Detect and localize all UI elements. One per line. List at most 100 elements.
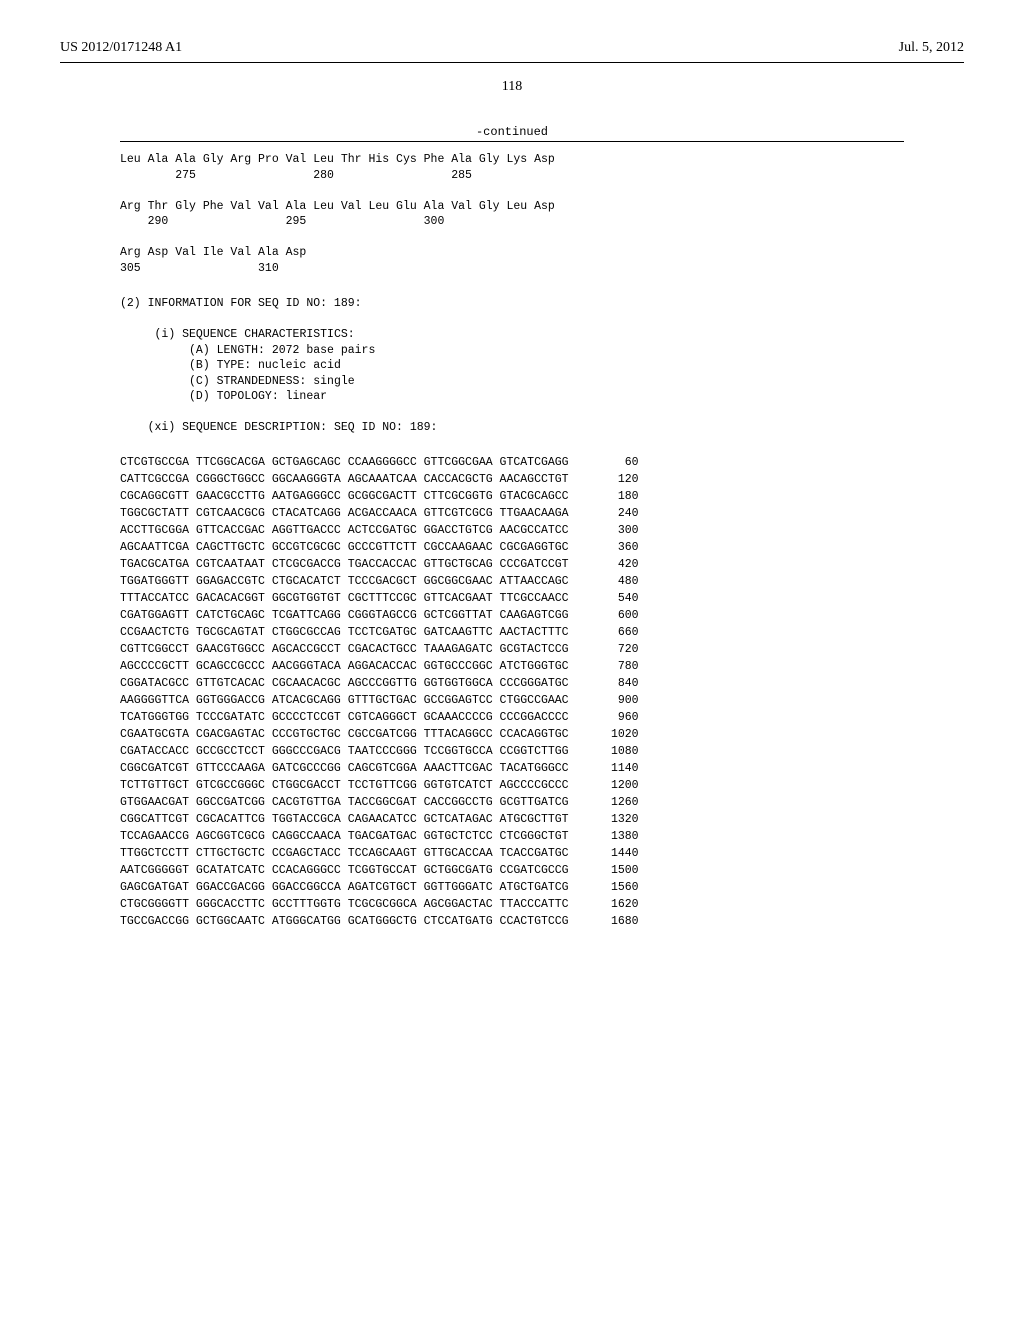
dna-groups: TTGGCTCCTT CTTGCTGCTC CCGAGCTACC TCCAGCA… xyxy=(120,845,599,862)
dna-row: CGTTCGGCCT GAACGTGGCC AGCACCGCCT CGACACT… xyxy=(120,641,639,658)
dna-pos: 1020 xyxy=(599,726,639,743)
page-number: 118 xyxy=(60,79,964,95)
dna-row: AATCGGGGGT GCATATCATC CCACAGGGCC TCGGTGC… xyxy=(120,862,639,879)
dna-row: TGACGCATGA CGTCAATAAT CTCGCGACCG TGACCAC… xyxy=(120,556,639,573)
dna-row: CGATACCACC GCCGCCTCCT GGGCCCGACG TAATCCC… xyxy=(120,743,639,760)
dna-groups: AATCGGGGGT GCATATCATC CCACAGGGCC TCGGTGC… xyxy=(120,862,599,879)
dna-groups: CTGCGGGGTT GGGCACCTTC GCCTTTGGTG TCGCGCG… xyxy=(120,896,599,913)
dna-groups: CGGCATTCGT CGCACATTCG TGGTACCGCA CAGAACA… xyxy=(120,811,599,828)
dna-groups: TGCCGACCGG GCTGGCAATC ATGGGCATGG GCATGGG… xyxy=(120,913,599,930)
dna-groups: CGCAGGCGTT GAACGCCTTG AATGAGGGCC GCGGCGA… xyxy=(120,488,599,505)
dna-pos: 1560 xyxy=(599,879,639,896)
header-rule xyxy=(60,62,964,63)
dna-groups: CATTCGCCGA CGGGCTGGCC GGCAAGGGTA AGCAAAT… xyxy=(120,471,599,488)
dna-pos: 1680 xyxy=(599,913,639,930)
dna-groups: TTTACCATCC GACACACGGT GGCGTGGTGT CGCTTTC… xyxy=(120,590,599,607)
dna-row: GTGGAACGAT GGCCGATCGG CACGTGTTGA TACCGGC… xyxy=(120,794,639,811)
sequence-info-block: (2) INFORMATION FOR SEQ ID NO: 189: (i) … xyxy=(120,296,964,436)
patent-date: Jul. 5, 2012 xyxy=(899,40,964,56)
seq-characteristics-header: (i) SEQUENCE CHARACTERISTICS: xyxy=(155,328,355,341)
dna-row: TGGCGCTATT CGTCAACGCG CTACATCAGG ACGACCA… xyxy=(120,505,639,522)
dna-groups: ACCTTGCGGA GTTCACCGAC AGGTTGACCC ACTCCGA… xyxy=(120,522,599,539)
dna-pos: 840 xyxy=(599,675,639,692)
dna-groups: CGAATGCGTA CGACGAGTAC CCCGTGCTGC CGCCGAT… xyxy=(120,726,599,743)
aa-row-3-res: Arg Asp Val Ile Val Ala Asp xyxy=(120,246,306,259)
dna-row: ACCTTGCGGA GTTCACCGAC AGGTTGACCC ACTCCGA… xyxy=(120,522,639,539)
dna-row: GAGCGATGAT GGACCGACGG GGACCGGCCA AGATCGT… xyxy=(120,879,639,896)
dna-pos: 1080 xyxy=(599,743,639,760)
dna-row: AAGGGGTTCA GGTGGGACCG ATCACGCAGG GTTTGCT… xyxy=(120,692,639,709)
dna-pos: 1260 xyxy=(599,794,639,811)
seq-char-c: (C) STRANDEDNESS: single xyxy=(189,375,355,388)
dna-row: TCCAGAACCG AGCGGTCGCG CAGGCCAACA TGACGAT… xyxy=(120,828,639,845)
continued-label: -continued xyxy=(60,125,964,139)
dna-pos: 1500 xyxy=(599,862,639,879)
dna-groups: CGGCGATCGT GTTCCCAAGA GATCGCCCGG CAGCGTC… xyxy=(120,760,599,777)
dna-groups: CGATACCACC GCCGCCTCCT GGGCCCGACG TAATCCC… xyxy=(120,743,599,760)
dna-row: AGCCCCGCTT GCAGCCGCCC AACGGGTACA AGGACAC… xyxy=(120,658,639,675)
dna-groups: TGACGCATGA CGTCAATAAT CTCGCGACCG TGACCAC… xyxy=(120,556,599,573)
aa-row-1-res: Leu Ala Ala Gly Arg Pro Val Leu Thr His … xyxy=(120,153,555,166)
dna-pos: 1620 xyxy=(599,896,639,913)
aa-row-2-num: 290 295 300 xyxy=(120,215,444,228)
dna-pos: 900 xyxy=(599,692,639,709)
dna-groups: TGGCGCTATT CGTCAACGCG CTACATCAGG ACGACCA… xyxy=(120,505,599,522)
dna-row: CGGCGATCGT GTTCCCAAGA GATCGCCCGG CAGCGTC… xyxy=(120,760,639,777)
dna-groups: GAGCGATGAT GGACCGACGG GGACCGGCCA AGATCGT… xyxy=(120,879,599,896)
dna-row: CGGATACGCC GTTGTCACAC CGCAACACGC AGCCCGG… xyxy=(120,675,639,692)
sequence-top-rule xyxy=(120,141,904,142)
dna-pos: 60 xyxy=(599,454,639,471)
dna-pos: 1200 xyxy=(599,777,639,794)
dna-groups: AGCCCCGCTT GCAGCCGCCC AACGGGTACA AGGACAC… xyxy=(120,658,599,675)
aa-row-2-res: Arg Thr Gly Phe Val Val Ala Leu Val Leu … xyxy=(120,200,555,213)
dna-row: TGGATGGGTT GGAGACCGTC CTGCACATCT TCCCGAC… xyxy=(120,573,639,590)
amino-acid-sequence-block: Leu Ala Ala Gly Arg Pro Val Leu Thr His … xyxy=(120,152,964,276)
seq-char-b: (B) TYPE: nucleic acid xyxy=(189,359,341,372)
dna-row: CGATGGAGTT CATCTGCAGC TCGATTCAGG CGGGTAG… xyxy=(120,607,639,624)
dna-sequence-table: CTCGTGCCGA TTCGGCACGA GCTGAGCAGC CCAAGGG… xyxy=(120,454,639,930)
dna-groups: CGGATACGCC GTTGTCACAC CGCAACACGC AGCCCGG… xyxy=(120,675,599,692)
dna-row: CATTCGCCGA CGGGCTGGCC GGCAAGGGTA AGCAAAT… xyxy=(120,471,639,488)
dna-groups: TCATGGGTGG TCCCGATATC GCCCCTCCGT CGTCAGG… xyxy=(120,709,599,726)
dna-pos: 600 xyxy=(599,607,639,624)
dna-groups: TGGATGGGTT GGAGACCGTC CTGCACATCT TCCCGAC… xyxy=(120,573,599,590)
dna-row: AGCAATTCGA CAGCTTGCTC GCCGTCGCGC GCCCGTT… xyxy=(120,539,639,556)
dna-groups: CGTTCGGCCT GAACGTGGCC AGCACCGCCT CGACACT… xyxy=(120,641,599,658)
dna-row: CTCGTGCCGA TTCGGCACGA GCTGAGCAGC CCAAGGG… xyxy=(120,454,639,471)
dna-pos: 240 xyxy=(599,505,639,522)
dna-pos: 480 xyxy=(599,573,639,590)
dna-pos: 180 xyxy=(599,488,639,505)
dna-row: TGCCGACCGG GCTGGCAATC ATGGGCATGG GCATGGG… xyxy=(120,913,639,930)
dna-pos: 1440 xyxy=(599,845,639,862)
dna-pos: 300 xyxy=(599,522,639,539)
dna-pos: 120 xyxy=(599,471,639,488)
dna-pos: 960 xyxy=(599,709,639,726)
dna-pos: 360 xyxy=(599,539,639,556)
dna-groups: GTGGAACGAT GGCCGATCGG CACGTGTTGA TACCGGC… xyxy=(120,794,599,811)
dna-pos: 660 xyxy=(599,624,639,641)
dna-row: CTGCGGGGTT GGGCACCTTC GCCTTTGGTG TCGCGCG… xyxy=(120,896,639,913)
seq-description-line: (xi) SEQUENCE DESCRIPTION: SEQ ID NO: 18… xyxy=(148,421,438,434)
dna-groups: TCCAGAACCG AGCGGTCGCG CAGGCCAACA TGACGAT… xyxy=(120,828,599,845)
dna-groups: CCGAACTCTG TGCGCAGTAT CTGGCGCCAG TCCTCGA… xyxy=(120,624,599,641)
dna-row: TCTTGTTGCT GTCGCCGGGC CTGGCGACCT TCCTGTT… xyxy=(120,777,639,794)
seq-char-d: (D) TOPOLOGY: linear xyxy=(189,390,327,403)
dna-pos: 420 xyxy=(599,556,639,573)
dna-row: CGGCATTCGT CGCACATTCG TGGTACCGCA CAGAACA… xyxy=(120,811,639,828)
dna-row: CCGAACTCTG TGCGCAGTAT CTGGCGCCAG TCCTCGA… xyxy=(120,624,639,641)
dna-row: TCATGGGTGG TCCCGATATC GCCCCTCCGT CGTCAGG… xyxy=(120,709,639,726)
aa-row-1-num: 275 280 285 xyxy=(120,169,472,182)
dna-groups: AAGGGGTTCA GGTGGGACCG ATCACGCAGG GTTTGCT… xyxy=(120,692,599,709)
dna-pos: 1140 xyxy=(599,760,639,777)
dna-pos: 1380 xyxy=(599,828,639,845)
dna-pos: 540 xyxy=(599,590,639,607)
dna-groups: AGCAATTCGA CAGCTTGCTC GCCGTCGCGC GCCCGTT… xyxy=(120,539,599,556)
dna-row: TTTACCATCC GACACACGGT GGCGTGGTGT CGCTTTC… xyxy=(120,590,639,607)
dna-pos: 780 xyxy=(599,658,639,675)
dna-groups: CGATGGAGTT CATCTGCAGC TCGATTCAGG CGGGTAG… xyxy=(120,607,599,624)
dna-groups: TCTTGTTGCT GTCGCCGGGC CTGGCGACCT TCCTGTT… xyxy=(120,777,599,794)
dna-pos: 720 xyxy=(599,641,639,658)
dna-groups: CTCGTGCCGA TTCGGCACGA GCTGAGCAGC CCAAGGG… xyxy=(120,454,599,471)
seq-char-a: (A) LENGTH: 2072 base pairs xyxy=(189,344,375,357)
dna-pos: 1320 xyxy=(599,811,639,828)
